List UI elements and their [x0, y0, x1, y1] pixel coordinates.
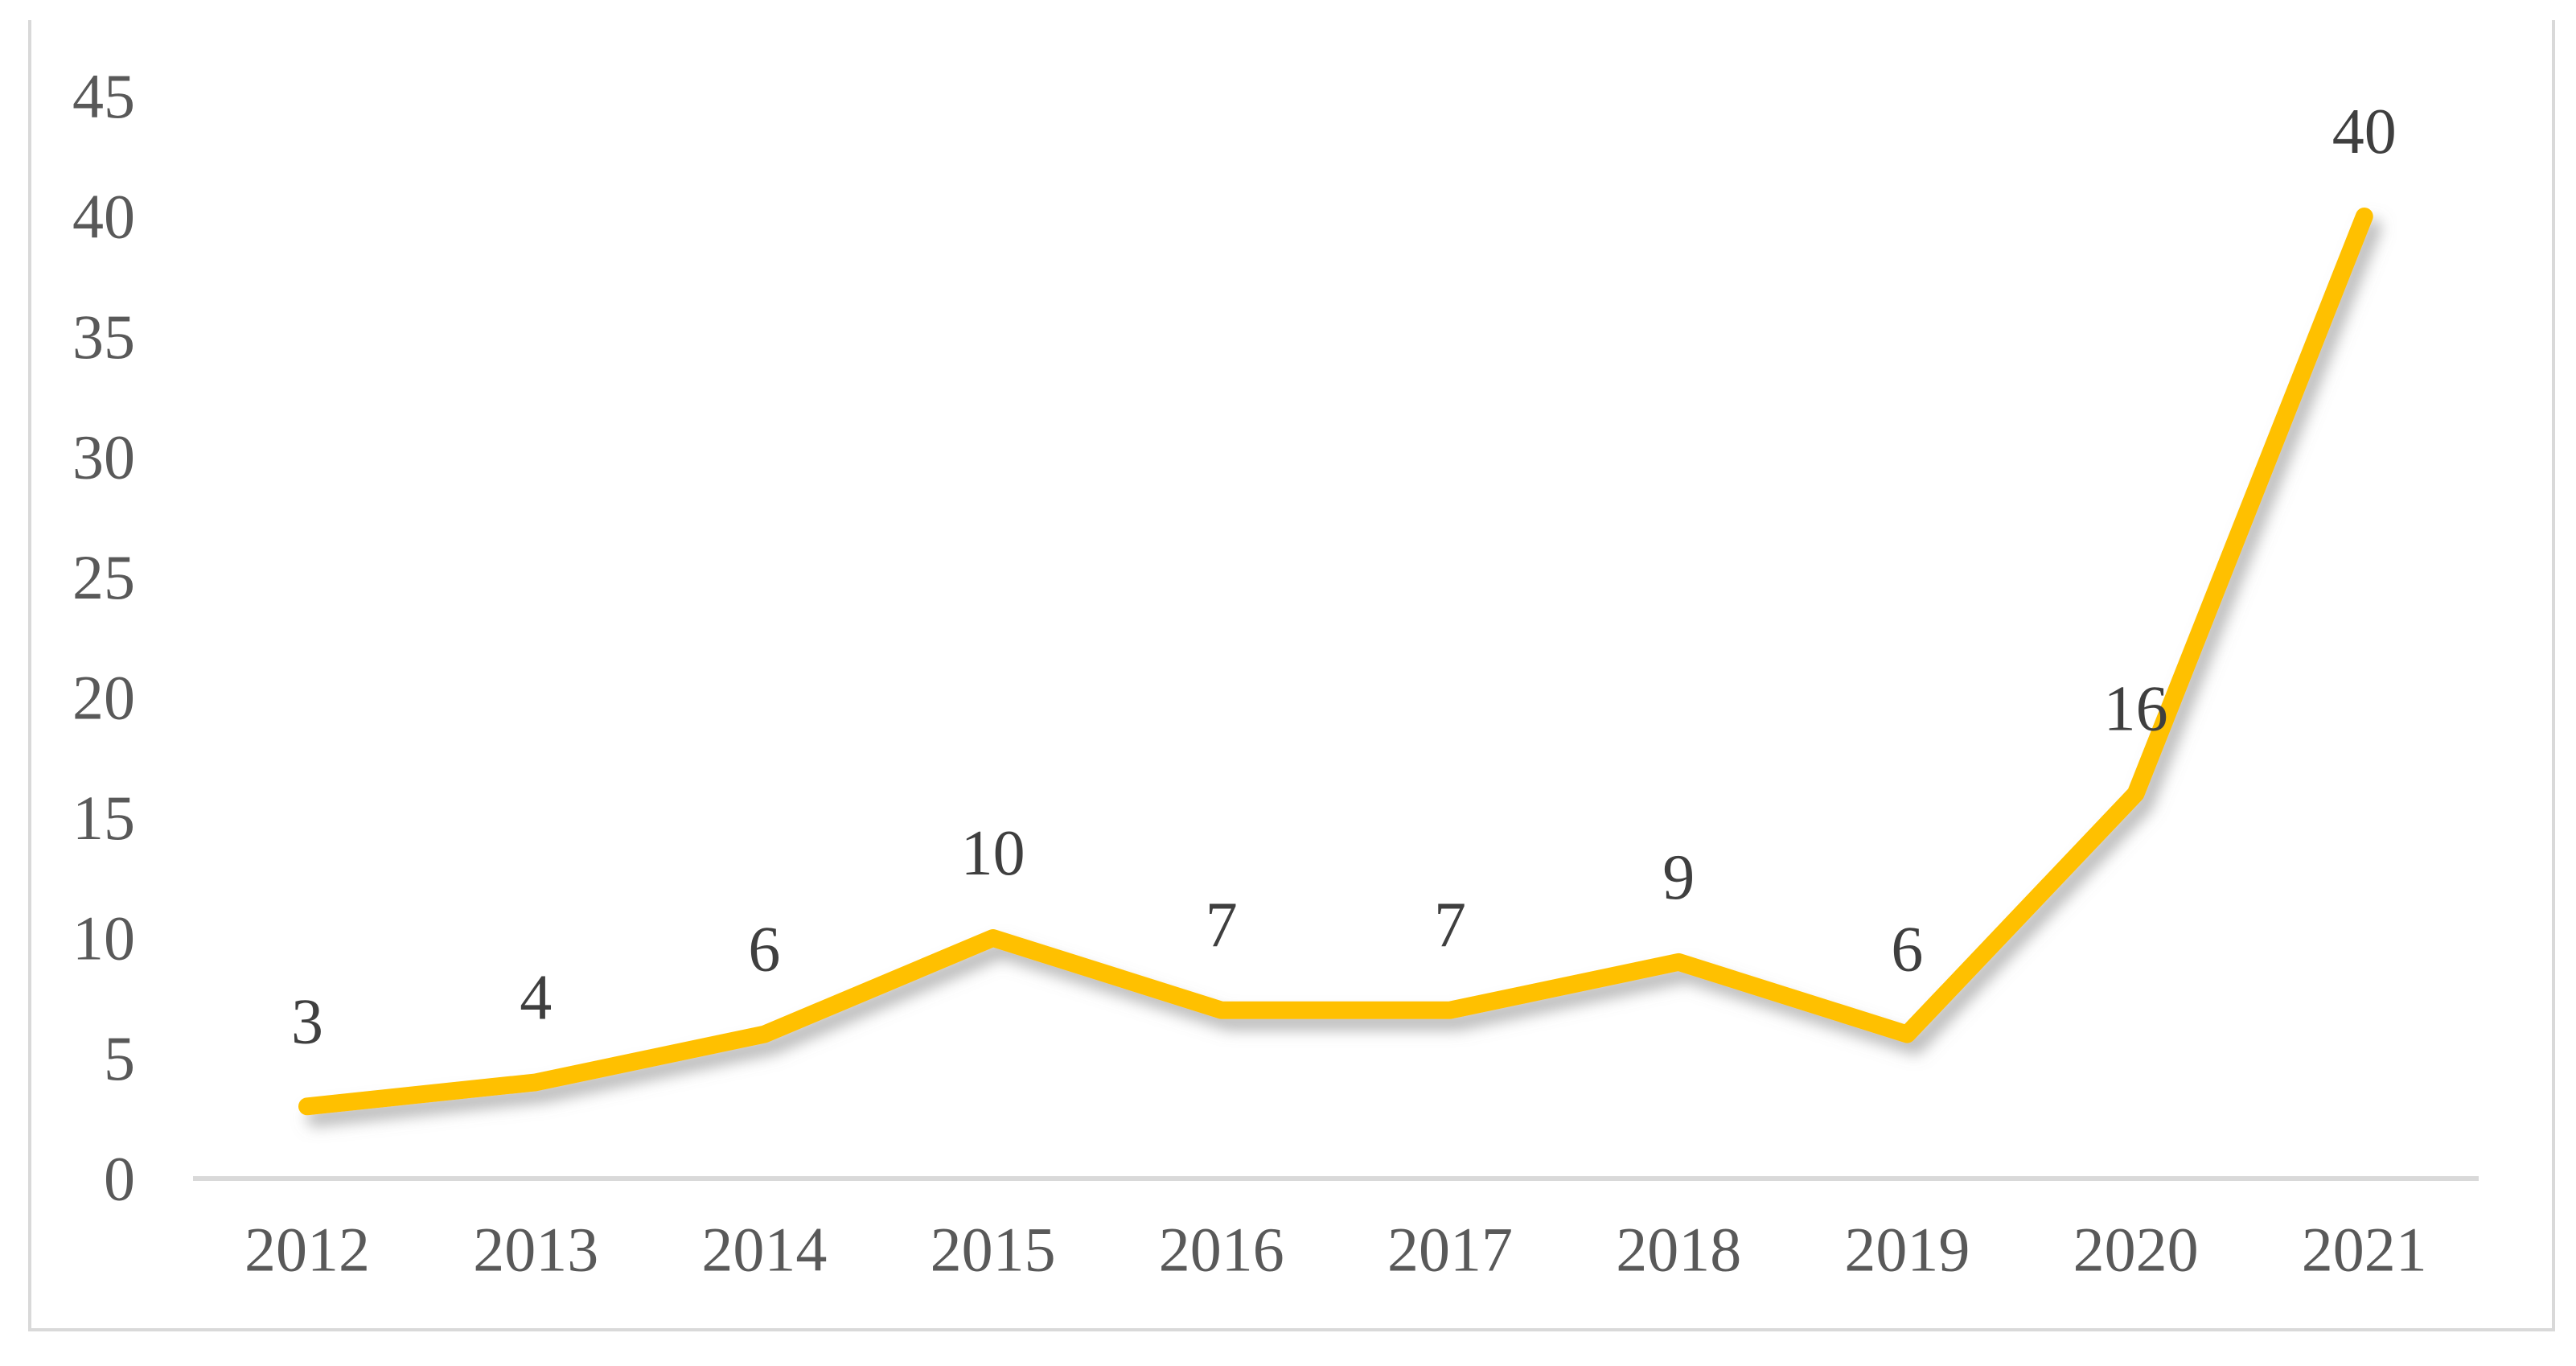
y-tick-label: 40 [72, 182, 135, 252]
series-line [298, 208, 2373, 1116]
x-tick-label: 2020 [2073, 1215, 2199, 1285]
data-label: 7 [1434, 891, 1466, 961]
data-label: 10 [961, 818, 1025, 889]
y-tick-label: 5 [104, 1023, 135, 1093]
data-label: 9 [1662, 842, 1695, 913]
x-tick-label: 2017 [1387, 1215, 1513, 1285]
data-label: 4 [520, 962, 552, 1033]
y-tick-label: 15 [72, 783, 135, 853]
data-label: 7 [1206, 891, 1238, 961]
y-tick-label: 10 [72, 903, 135, 973]
data-label: 6 [748, 915, 780, 985]
y-tick-label: 25 [72, 542, 135, 612]
data-label: 40 [2332, 97, 2397, 167]
x-tick-label: 2016 [1159, 1215, 1284, 1285]
data-label: 16 [2104, 674, 2168, 745]
y-tick-label: 30 [72, 422, 135, 492]
x-tick-label: 2021 [2302, 1215, 2427, 1285]
data-label: 3 [291, 986, 323, 1057]
y-tick-label: 35 [72, 302, 135, 372]
y-tick-label: 20 [72, 663, 135, 733]
y-tick-label: 45 [72, 61, 135, 131]
x-tick-label: 2012 [244, 1215, 370, 1285]
x-tick-label: 2015 [931, 1215, 1056, 1285]
x-tick-label: 2013 [473, 1215, 598, 1285]
chart-frame-border [28, 20, 2555, 1331]
y-tick-label: 0 [104, 1144, 135, 1214]
x-tick-label: 2014 [701, 1215, 827, 1285]
x-tick-label: 2019 [1844, 1215, 1970, 1285]
data-label: 6 [1891, 915, 1923, 985]
x-tick-label: 2018 [1616, 1215, 1741, 1285]
